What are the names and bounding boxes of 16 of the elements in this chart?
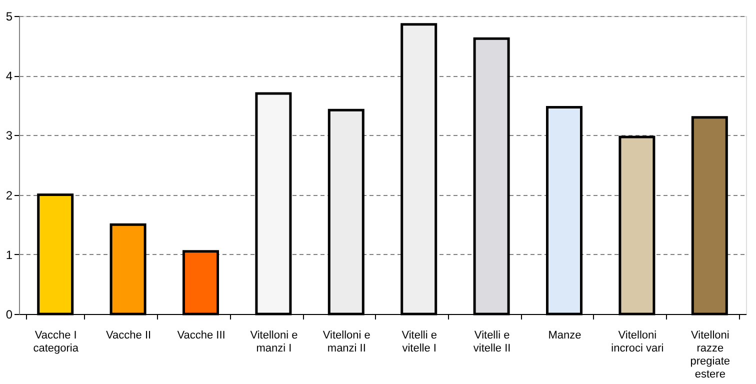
x-tick-label: Vacche II bbox=[106, 330, 152, 342]
x-tick-label: Vacche I categoria bbox=[33, 330, 80, 354]
x-tick-label: Vacche III bbox=[177, 330, 226, 342]
y-tick-label: 5 bbox=[6, 10, 13, 24]
x-tick-label: Manze bbox=[548, 330, 582, 342]
x-tick-label: Vitelloni e manzi II bbox=[322, 330, 370, 354]
y-tick-label: 2 bbox=[6, 188, 13, 202]
y-tick-label: 4 bbox=[6, 69, 13, 84]
y-tick-label: 3 bbox=[6, 128, 13, 143]
x-tick-label: Vitelli e vitelle II bbox=[473, 330, 511, 354]
x-tick-label: Vitelloni razze pregiate estere bbox=[690, 330, 730, 380]
x-tick-label: Vitelloni e manzi I bbox=[250, 330, 298, 354]
x-tick-label: Vitelli e vitelle I bbox=[402, 330, 437, 354]
y-tick-label: 0 bbox=[6, 308, 13, 322]
y-tick-label: 1 bbox=[6, 248, 13, 262]
x-tick-label: Vitelloni incroci vari bbox=[611, 330, 664, 354]
